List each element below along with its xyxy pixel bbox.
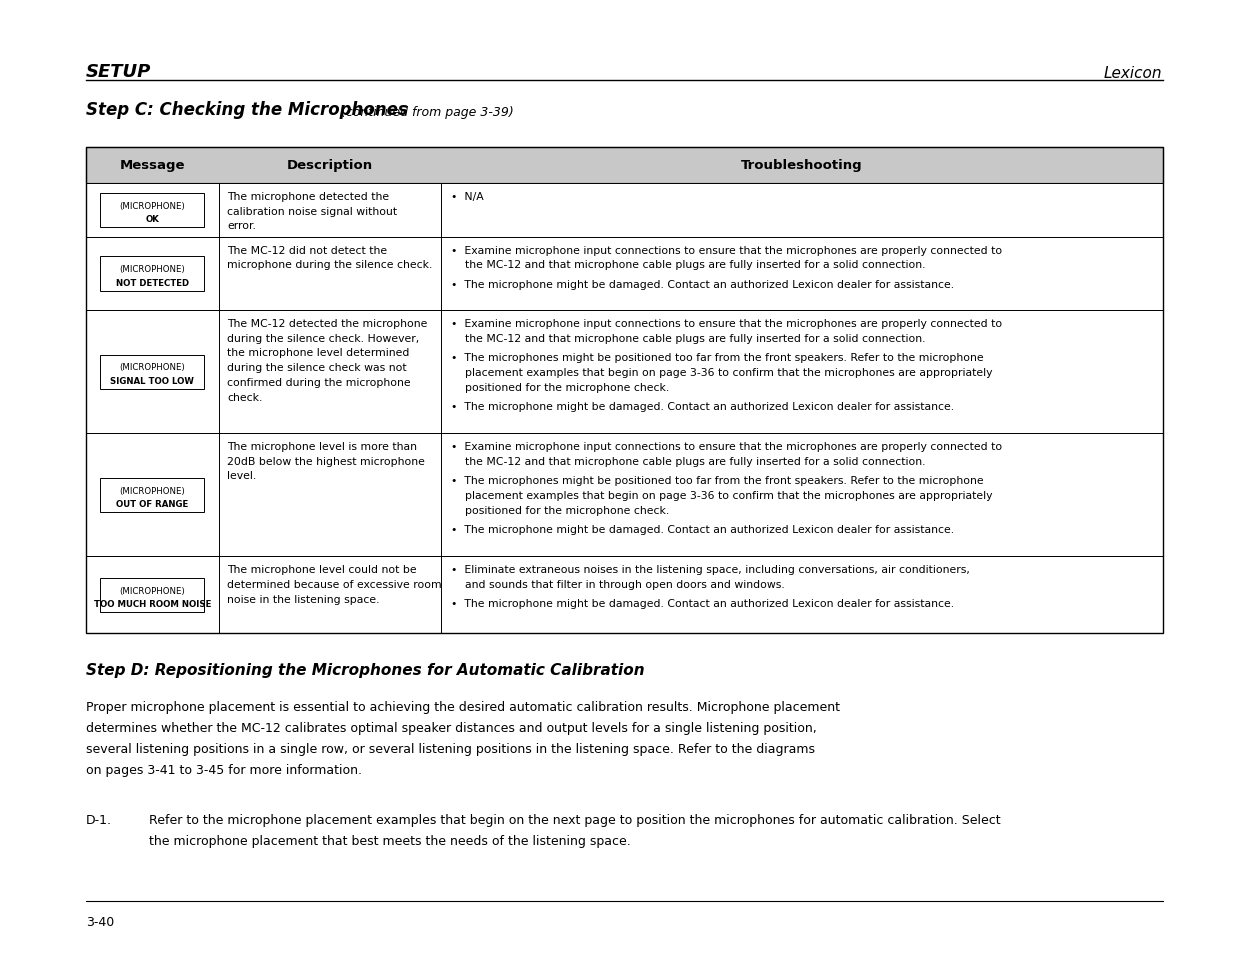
Bar [85,557,1162,634]
Text: Lexicon: Lexicon [1104,66,1162,81]
Text: OK: OK [146,215,159,224]
Text: (MICROPHONE): (MICROPHONE) [120,586,185,595]
Text: determines whether the MC-12 calibrates optimal speaker distances and output lev: determines whether the MC-12 calibrates … [85,721,816,735]
Bar [100,257,204,292]
Text: Message: Message [120,159,185,172]
Text: check.: check. [227,393,263,402]
Text: during the silence check was not: during the silence check was not [227,363,408,373]
Text: and sounds that filter in through open doors and windows.: and sounds that filter in through open d… [466,579,785,589]
Text: positioned for the microphone check.: positioned for the microphone check. [466,382,669,393]
Text: •  The microphones might be positioned too far from the front speakers. Refer to: • The microphones might be positioned to… [451,476,983,486]
Text: placement examples that begin on page 3-36 to confirm that the microphones are a: placement examples that begin on page 3-… [466,368,993,377]
Text: Step C: Checking the Microphones: Step C: Checking the Microphones [85,101,408,119]
Text: •  Examine microphone input connections to ensure that the microphones are prope: • Examine microphone input connections t… [451,441,1002,452]
Text: during the silence check. However,: during the silence check. However, [227,334,420,343]
Text: The microphone detected the: The microphone detected the [227,192,389,201]
Text: calibration noise signal without: calibration noise signal without [227,207,398,216]
Text: The MC-12 detected the microphone: The MC-12 detected the microphone [227,318,427,329]
Text: The microphone level is more than: The microphone level is more than [227,441,417,452]
Text: •  The microphone might be damaged. Contact an authorized Lexicon dealer for ass: • The microphone might be damaged. Conta… [451,402,953,412]
Text: placement examples that begin on page 3-36 to confirm that the microphones are a: placement examples that begin on page 3-… [466,491,993,500]
Text: SIGNAL TOO LOW: SIGNAL TOO LOW [110,376,194,385]
Text: •  The microphone might be damaged. Contact an authorized Lexicon dealer for ass: • The microphone might be damaged. Conta… [451,525,953,535]
Text: noise in the listening space.: noise in the listening space. [227,594,380,604]
Text: determined because of excessive room: determined because of excessive room [227,579,442,589]
Bar [85,237,1162,311]
Text: The MC-12 did not detect the: The MC-12 did not detect the [227,245,388,255]
Text: The microphone level could not be: The microphone level could not be [227,564,417,575]
Text: (MICROPHONE): (MICROPHONE) [120,265,185,274]
Text: Refer to the microphone placement examples that begin on the next page to positi: Refer to the microphone placement exampl… [149,813,1000,826]
Bar [85,311,1162,434]
Bar [100,355,204,390]
Text: microphone during the silence check.: microphone during the silence check. [227,260,432,270]
Text: (continued from page 3-39): (continued from page 3-39) [336,106,514,119]
Text: (MICROPHONE): (MICROPHONE) [120,363,185,372]
Text: SETUP: SETUP [85,63,151,81]
Text: Troubleshooting: Troubleshooting [741,159,862,172]
Text: D-1.: D-1. [85,813,111,826]
Text: positioned for the microphone check.: positioned for the microphone check. [466,505,669,516]
Text: TOO MUCH ROOM NOISE: TOO MUCH ROOM NOISE [94,599,211,608]
Text: 3-40: 3-40 [85,915,114,928]
Text: OUT OF RANGE: OUT OF RANGE [116,499,189,508]
Text: •  Examine microphone input connections to ensure that the microphones are prope: • Examine microphone input connections t… [451,245,1002,255]
Text: the MC-12 and that microphone cable plugs are fully inserted for a solid connect: the MC-12 and that microphone cable plug… [466,334,926,343]
Bar [100,578,204,613]
Bar [85,148,1162,634]
Text: •  N/A: • N/A [451,192,483,201]
Bar [85,184,1162,237]
Text: the MC-12 and that microphone cable plugs are fully inserted for a solid connect: the MC-12 and that microphone cable plug… [466,456,926,466]
Text: the microphone level determined: the microphone level determined [227,348,410,358]
Text: several listening positions in a single row, or several listening positions in t: several listening positions in a single … [85,742,815,756]
Text: Description: Description [287,159,373,172]
Text: •  The microphone might be damaged. Contact an authorized Lexicon dealer for ass: • The microphone might be damaged. Conta… [451,279,953,290]
Text: the MC-12 and that microphone cable plugs are fully inserted for a solid connect: the MC-12 and that microphone cable plug… [466,260,926,270]
Text: •  The microphone might be damaged. Contact an authorized Lexicon dealer for ass: • The microphone might be damaged. Conta… [451,598,953,609]
Text: Step D: Repositioning the Microphones for Automatic Calibration: Step D: Repositioning the Microphones fo… [85,662,645,678]
Text: (MICROPHONE): (MICROPHONE) [120,202,185,211]
Bar [85,148,1162,184]
Bar [100,193,204,228]
Text: Proper microphone placement is essential to achieving the desired automatic cali: Proper microphone placement is essential… [85,700,840,714]
Text: •  Examine microphone input connections to ensure that the microphones are prope: • Examine microphone input connections t… [451,318,1002,329]
Text: error.: error. [227,221,257,231]
Bar [85,434,1162,557]
Text: (MICROPHONE): (MICROPHONE) [120,486,185,495]
Text: 20dB below the highest microphone: 20dB below the highest microphone [227,456,425,466]
Text: on pages 3-41 to 3-45 for more information.: on pages 3-41 to 3-45 for more informati… [85,763,362,777]
Text: •  The microphones might be positioned too far from the front speakers. Refer to: • The microphones might be positioned to… [451,353,983,363]
Text: level.: level. [227,471,257,481]
Text: •  Eliminate extraneous noises in the listening space, including conversations, : • Eliminate extraneous noises in the lis… [451,564,969,575]
Bar [100,478,204,513]
Text: NOT DETECTED: NOT DETECTED [116,278,189,288]
Text: the microphone placement that best meets the needs of the listening space.: the microphone placement that best meets… [149,834,631,847]
Text: confirmed during the microphone: confirmed during the microphone [227,377,411,388]
